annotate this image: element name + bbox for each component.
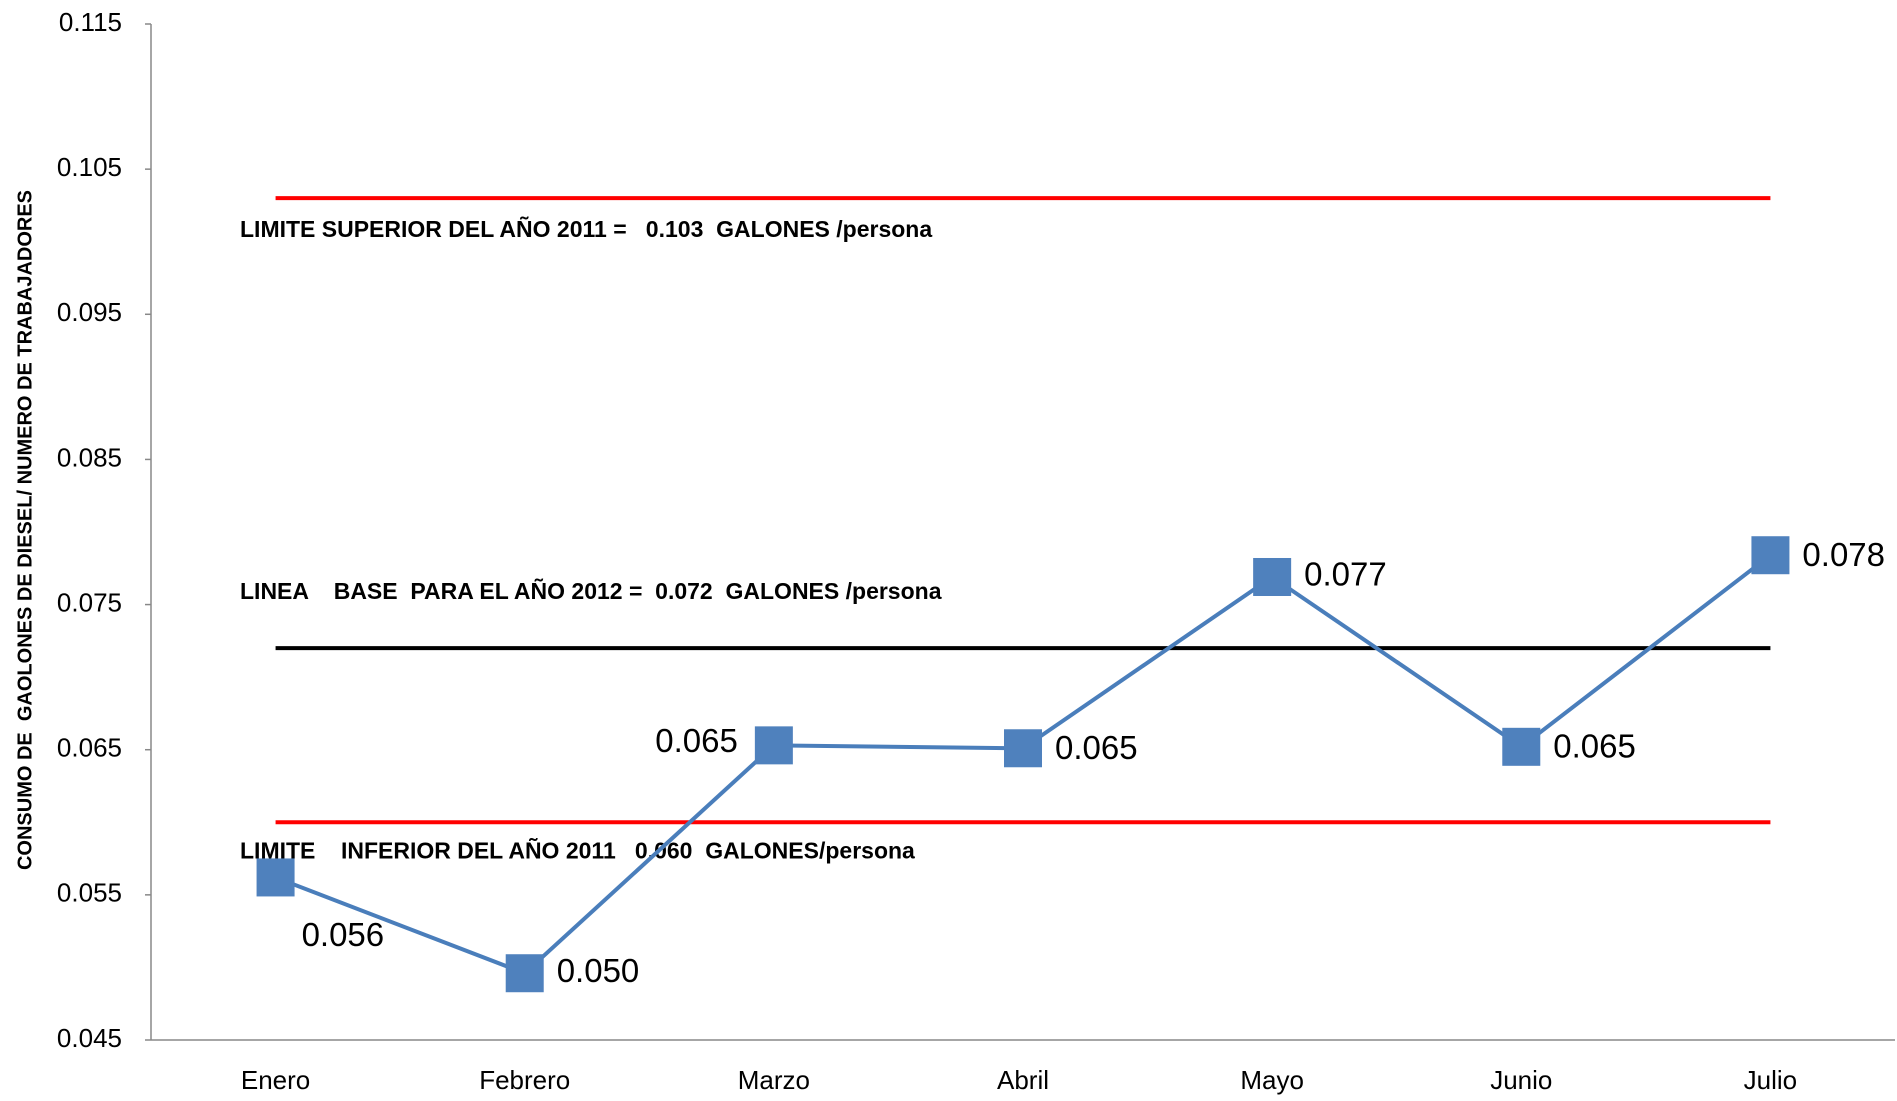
y-tick-label: 0.055 — [57, 878, 122, 908]
reference-label: LIMITE INFERIOR DEL AÑO 2011 0.060 GALON… — [240, 836, 915, 863]
data-label: 0.065 — [655, 722, 738, 759]
data-label: 0.056 — [302, 916, 385, 953]
y-tick-label: 0.085 — [57, 442, 122, 472]
marker — [1502, 727, 1541, 766]
data-label: 0.065 — [1055, 729, 1138, 766]
x-tick-label: Mayo — [1240, 1065, 1304, 1095]
x-tick-label: Abril — [997, 1065, 1049, 1095]
reference-label: LIMITE SUPERIOR DEL AÑO 2011 = 0.103 GAL… — [240, 215, 932, 242]
data-label: 0.050 — [557, 952, 640, 989]
data-label: 0.078 — [1802, 536, 1885, 573]
marker — [754, 726, 793, 765]
y-tick-label: 0.045 — [57, 1023, 122, 1053]
y-tick-label: 0.075 — [57, 587, 122, 617]
y-axis-title: CONSUMO DE GAOLONES DE DIESEL/ NUMERO DE… — [14, 190, 36, 870]
x-tick-label: Junio — [1490, 1065, 1552, 1095]
x-tick-label: Enero — [241, 1065, 310, 1095]
y-tick-label: 0.105 — [57, 152, 122, 182]
x-tick-label: Marzo — [738, 1065, 810, 1095]
marker — [505, 954, 544, 993]
marker — [1751, 536, 1790, 575]
reference-label: LINEA BASE PARA EL AÑO 2012 = 0.072 GALO… — [240, 577, 942, 604]
y-tick-label: 0.065 — [57, 733, 122, 763]
data-label: 0.077 — [1304, 556, 1387, 593]
x-tick-label: Julio — [1744, 1065, 1797, 1095]
y-tick-label: 0.095 — [57, 297, 122, 327]
marker — [1004, 729, 1042, 768]
marker — [1253, 557, 1292, 596]
x-tick-label: Febrero — [479, 1065, 570, 1095]
data-label: 0.065 — [1553, 728, 1636, 765]
marker — [256, 858, 295, 897]
y-tick-label: 0.115 — [59, 7, 122, 37]
